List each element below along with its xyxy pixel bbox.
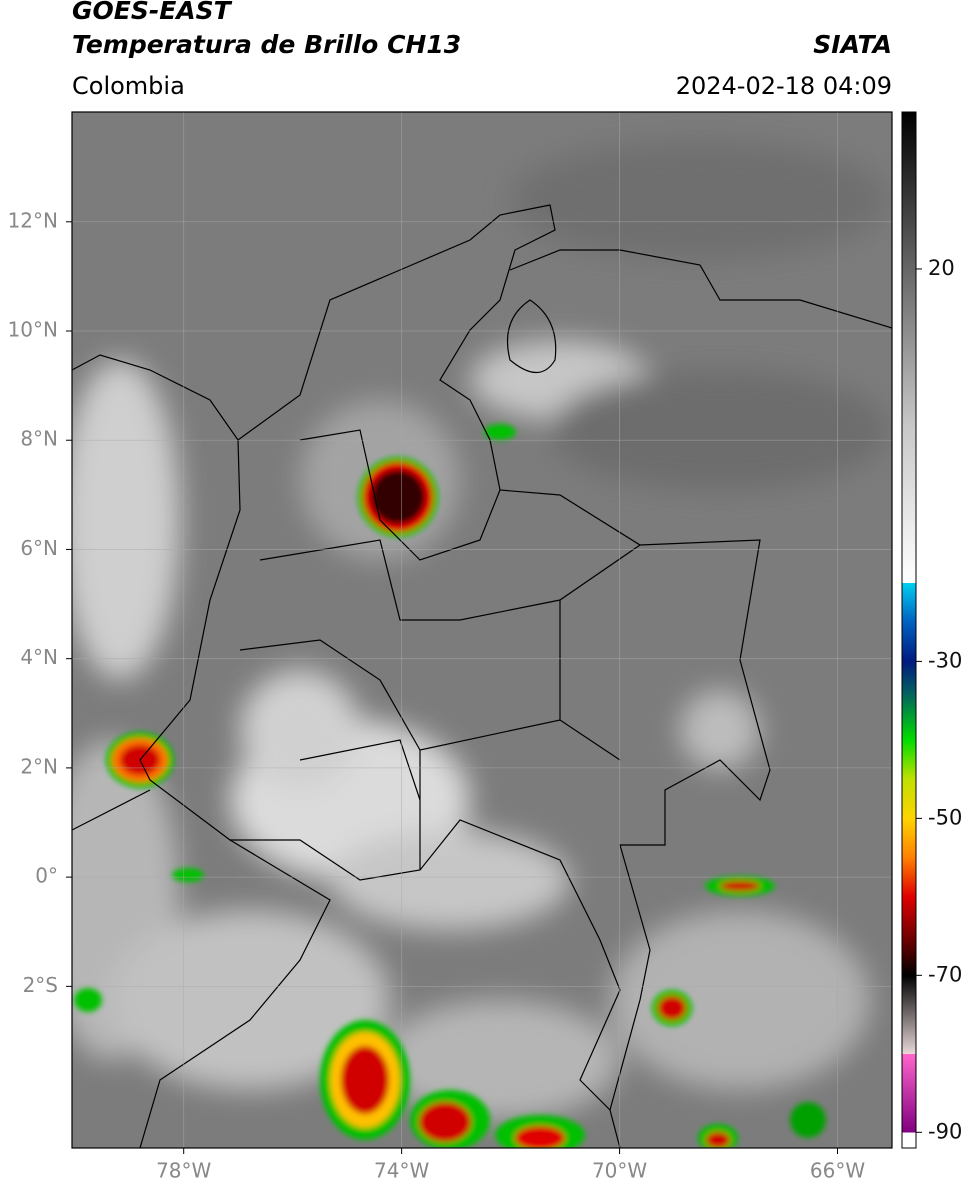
borders <box>72 204 892 1148</box>
x-tick-label: 78°W <box>156 1159 211 1183</box>
x-tick-label: 66°W <box>810 1159 865 1183</box>
colorbar-tick-label: 20 <box>928 256 955 280</box>
satellite: GOES-EAST <box>72 0 233 25</box>
imagery <box>72 112 892 1148</box>
y-tick-label: 0° <box>35 864 58 888</box>
y-tick-label: 6°N <box>20 536 58 560</box>
storm-cells <box>74 424 826 1148</box>
y-tick-label: 4°N <box>20 645 58 669</box>
y-tick-label: 8°N <box>20 427 58 451</box>
agency: SIATA <box>813 30 892 59</box>
y-tick-label: 2°S <box>23 973 58 997</box>
colorbar-tick-label: -30 <box>928 648 962 672</box>
region: Colombia <box>72 72 185 100</box>
x-tick-label: 74°W <box>374 1159 429 1183</box>
y-tick-label: 12°N <box>8 208 58 232</box>
map-frame <box>71 111 893 1149</box>
colorbar-tick-label: -90 <box>928 1119 962 1143</box>
product: Temperatura de Brillo CH13 <box>72 30 461 59</box>
x-tick-label: 70°W <box>592 1159 647 1183</box>
colorbar-tick-label: -50 <box>928 805 962 829</box>
y-tick-label: 10°N <box>8 317 58 341</box>
grid <box>72 112 892 1148</box>
colorbar <box>901 111 917 1149</box>
datetime: 2024-02-18 04:09 <box>676 72 892 100</box>
colorbar-tick-label: -70 <box>928 962 962 986</box>
y-tick-label: 2°N <box>20 754 58 778</box>
